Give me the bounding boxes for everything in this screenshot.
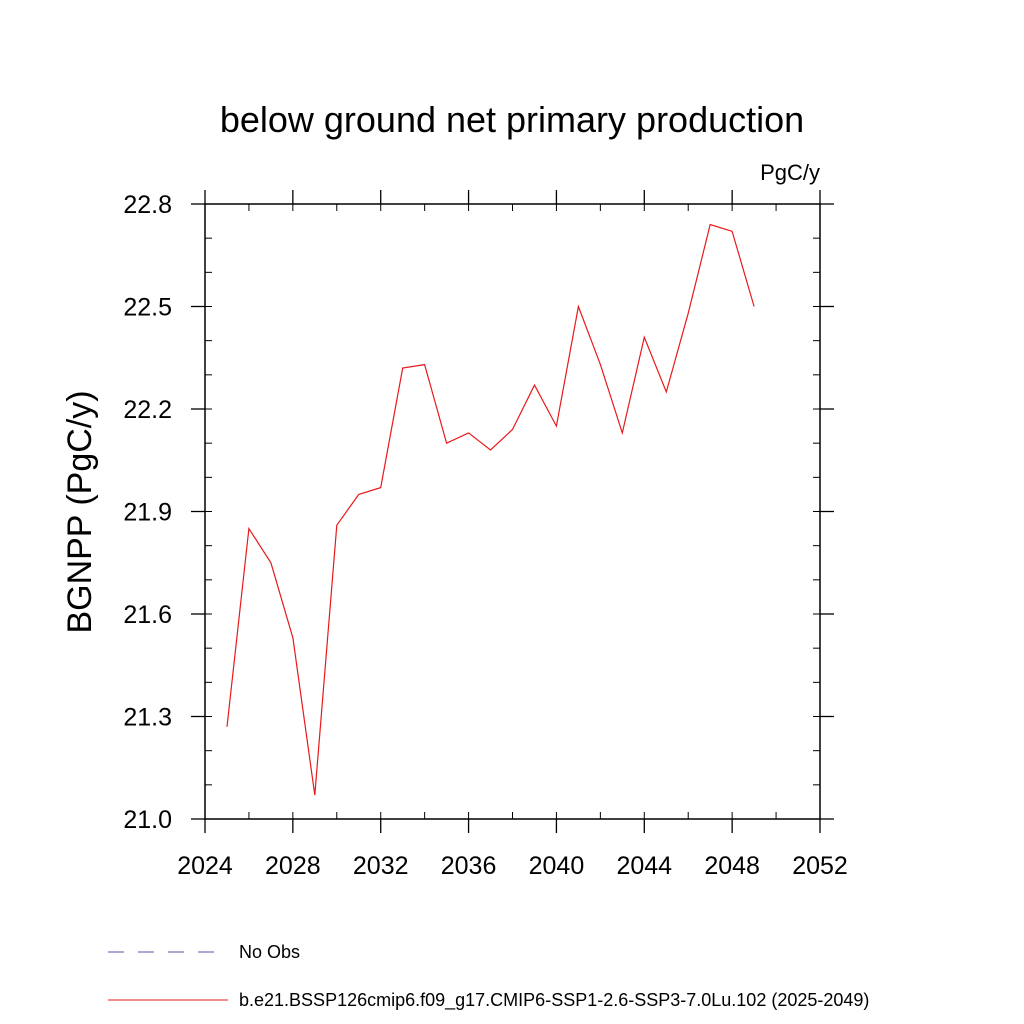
y-tick-label: 21.9	[123, 499, 172, 527]
series-line	[226, 223, 755, 796]
chart-title: below ground net primary production	[220, 99, 804, 140]
x-tick-label: 2040	[529, 852, 585, 880]
series-layer	[226, 223, 755, 796]
y-tick-label: 21.0	[123, 806, 172, 834]
y-axis-label: BGNPP (PgC/y)	[61, 390, 99, 633]
x-tick-label: 2052	[792, 852, 848, 880]
y-tick-label: 21.3	[123, 704, 172, 732]
plot-frame	[204, 203, 821, 820]
y-tick-label: 22.8	[123, 191, 172, 219]
x-tick-label: 2036	[441, 852, 497, 880]
legend-label: No Obs	[239, 942, 300, 962]
y-tick-label: 22.2	[123, 396, 172, 424]
units-label: PgC/y	[760, 160, 820, 185]
legend-label: b.e21.BSSP126cmip6.f09_g17.CMIP6-SSP1-2.…	[239, 990, 869, 1011]
x-tick-label: 2048	[704, 852, 760, 880]
legend: No Obs b.e21.BSSP126cmip6.f09_g17.CMIP6-S…	[108, 942, 869, 1011]
x-tick-label: 2028	[265, 852, 321, 880]
x-tick-label: 2024	[177, 852, 233, 880]
axis-ticks: 2024 2028 2032 2036 2040 2044 2048 2052 21.0 21.3…	[123, 190, 848, 880]
x-tick-label: 2032	[353, 852, 409, 880]
y-tick-label: 21.6	[123, 601, 172, 629]
y-tick-label: 22.5	[123, 294, 172, 322]
x-tick-label: 2044	[616, 852, 672, 880]
